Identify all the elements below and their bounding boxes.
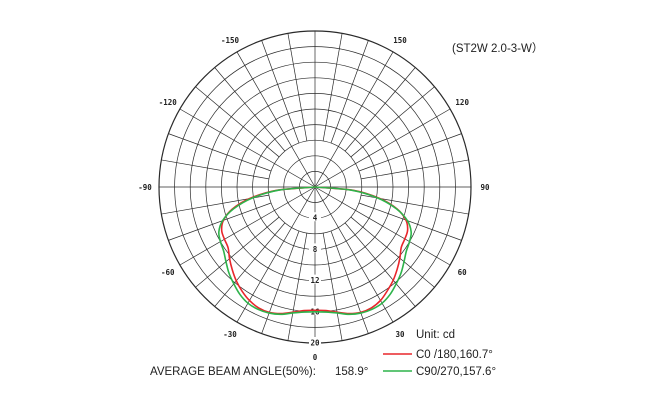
curve-layer	[217, 186, 413, 316]
grid-spoke	[361, 159, 469, 180]
average-beam-angle-value: 158.9°	[335, 366, 368, 378]
angle-tick-label: -30	[223, 330, 237, 339]
grid-spoke	[322, 233, 343, 341]
grid-spoke	[195, 216, 280, 288]
grid-spoke	[161, 159, 269, 180]
angle-tick-label: -120	[159, 98, 178, 107]
radial-tick-bg	[309, 274, 321, 284]
radial-tick-label: 12	[310, 276, 319, 285]
radial-tick-label: 8	[313, 245, 318, 254]
radial-tick-bg	[309, 337, 321, 346]
grid-spoke	[350, 216, 435, 288]
legend-label-c90: C90/270,157.6°	[416, 366, 496, 378]
grid-spoke	[261, 40, 300, 144]
grid-spoke	[344, 222, 416, 307]
unit-label: Unit: cd	[416, 329, 455, 341]
radial-tick-bg	[309, 243, 321, 253]
angle-tick-label: 60	[458, 268, 468, 277]
grid-spoke	[350, 86, 435, 158]
grid-spoke	[358, 133, 462, 172]
angle-tick-label: 0	[313, 353, 318, 362]
grid-spoke	[214, 222, 286, 307]
grid-spoke	[214, 67, 286, 152]
grid-spoke	[179, 108, 316, 188]
grid-spoke	[358, 202, 462, 241]
grid-spoke	[314, 186, 394, 323]
grid-spoke	[195, 86, 280, 158]
grid-spoke	[287, 33, 308, 141]
angle-tick-label: 30	[395, 330, 405, 339]
legend-label-c0: C0 /180,160.7°	[416, 349, 493, 361]
grid-spoke	[322, 33, 343, 141]
grid-spoke	[330, 40, 369, 144]
grid-spoke	[287, 233, 308, 341]
angle-tick-label: 120	[455, 98, 469, 107]
angle-tick-label: -60	[161, 268, 175, 277]
angle-tick-label: 90	[480, 183, 490, 192]
angle-tick-labels: -150 150 -120 120 -90 90 -60 60 -30 30 0	[138, 36, 490, 362]
angle-tick-label: -150	[221, 36, 240, 45]
grid-spoke	[236, 51, 316, 188]
angle-tick-label: 150	[393, 36, 407, 45]
grid-spoke	[314, 186, 451, 266]
radial-tick-bg	[309, 212, 321, 222]
radial-tick-label: 20	[310, 339, 320, 348]
grid-spoke	[261, 230, 300, 334]
average-beam-angle-label: AVERAGE BEAM ANGLE(50%):	[150, 366, 316, 378]
radial-tick-label: 4	[313, 214, 318, 223]
grid-spoke	[344, 67, 416, 152]
grid-spoke	[330, 230, 369, 334]
grid-spoke	[236, 186, 316, 323]
grid-spoke	[314, 51, 394, 188]
curve-c90	[217, 186, 413, 316]
grid-spoke	[168, 133, 272, 172]
angle-tick-label: -90	[138, 183, 152, 192]
grid-spoke	[168, 202, 272, 241]
grid-spoke	[314, 108, 451, 188]
curve-c0	[220, 186, 409, 315]
grid-spoke	[179, 186, 316, 266]
chart-title: (ST2W 2.0-3-W）	[452, 42, 543, 55]
